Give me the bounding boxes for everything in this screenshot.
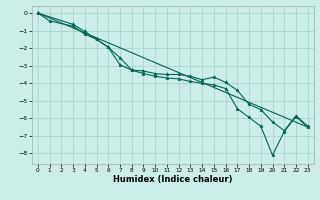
X-axis label: Humidex (Indice chaleur): Humidex (Indice chaleur) [113,175,233,184]
